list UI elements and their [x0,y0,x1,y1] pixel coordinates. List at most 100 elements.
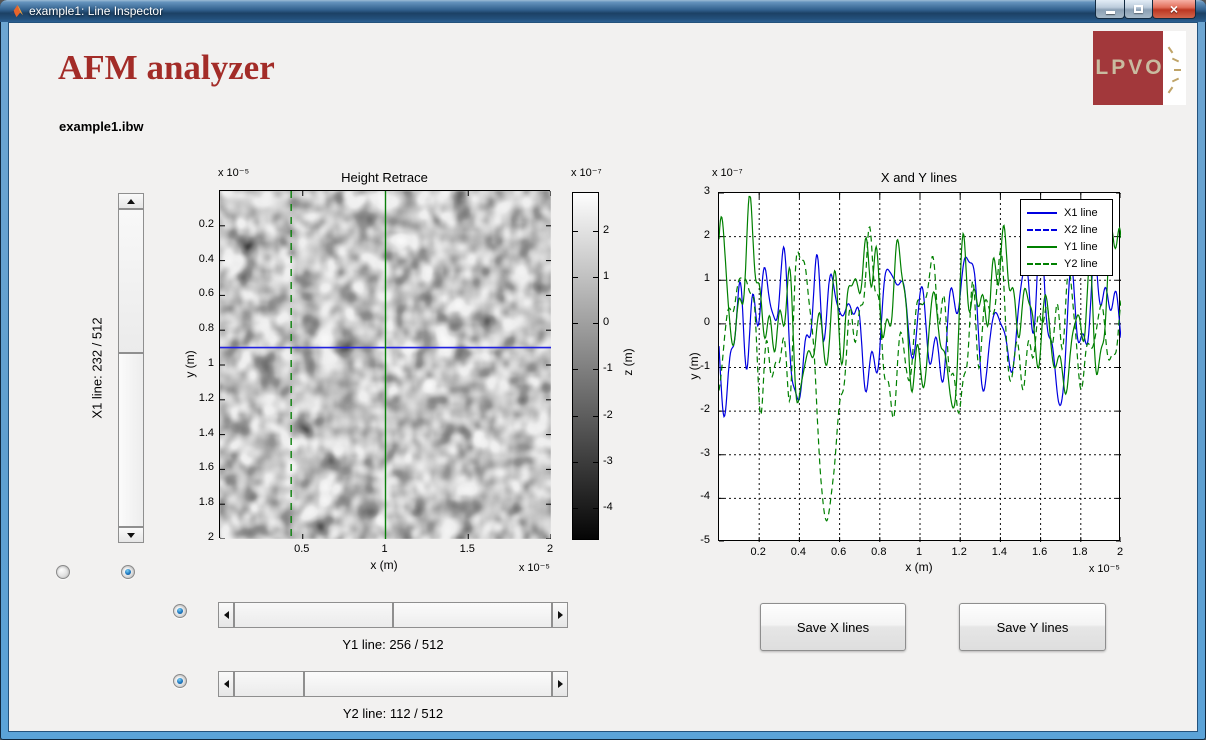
height-plot-y-tick: 0.2 [198,217,214,230]
lpvo-logo-rays-icon [1163,31,1186,105]
y1-slider-label: Y1 line: 256 / 512 [342,637,444,652]
x1-select-radio[interactable] [121,565,135,579]
colorbar-tick-mark [573,277,578,279]
height-plot-y-tick: 0.4 [198,252,214,265]
height-plot-x-exponent: x 10⁻⁵ [518,562,550,574]
colorbar-tick: 1 [603,270,610,283]
legend-label: X2 line [1064,223,1098,236]
save-x-lines-button[interactable]: Save X lines [760,603,906,651]
height-plot-y-tick: 1.6 [198,461,214,474]
legend-item: X1 line [1027,204,1106,221]
minimize-button[interactable] [1095,0,1125,19]
y2-slider-thumb[interactable] [304,671,552,697]
xy-plot-y-tick: -4 [700,490,710,503]
page-title: AFM analyzer [58,48,275,87]
colorbar-exponent: x 10⁻⁷ [571,167,602,179]
lpvo-logo-text: LPVO [1095,56,1165,79]
close-button[interactable]: × [1152,0,1196,19]
height-plot-y-tick: 1.8 [198,496,214,509]
y1-slider-thumb[interactable] [393,602,552,628]
height-plot-y-tick: 1 [207,357,214,369]
colorbar-tick-mark [573,323,578,325]
x1-slider-track[interactable] [118,209,144,353]
colorbar-tick-mark [593,369,598,371]
y2-select-radio[interactable] [173,674,187,688]
x1-line-slider[interactable] [118,193,144,543]
colorbar-tick-mark [593,415,598,417]
colorbar-tick: -1 [603,362,613,375]
lpvo-logo: LPVO [1093,31,1186,105]
y1-slider-left-arrow[interactable] [218,602,234,628]
curve-x1-line [719,226,1121,418]
legend-item: Y2 line [1027,255,1106,272]
legend-label: Y1 line [1064,240,1098,253]
x1-slider-down-arrow[interactable] [118,527,144,543]
colorbar-tick-mark [573,415,578,417]
close-icon: × [1169,1,1179,17]
cut-lines-overlay [220,191,551,539]
xy-plot-y-exponent: x 10⁻⁷ [712,167,743,179]
y1-line-slider[interactable] [218,602,568,628]
maximize-button[interactable] [1124,0,1153,19]
curve-y2-line [719,225,1121,522]
colorbar-tick: 0 [603,316,610,329]
y2-line-slider[interactable] [218,671,568,697]
y2-slider-right-arrow[interactable] [552,671,568,697]
colorbar-tick-mark [573,507,578,509]
height-plot-y-tick: 1.4 [198,426,214,439]
xy-plot-x-tick: 0.4 [790,546,807,558]
height-plot-y-tick: 1.2 [198,391,214,404]
xy-plot-y-tick: -2 [700,403,710,416]
colorbar-tick-mark [593,231,598,233]
x1-slider-thumb[interactable] [118,353,144,527]
save-y-lines-button[interactable]: Save Y lines [959,603,1106,651]
legend-line-sample [1027,228,1057,231]
xy-plot-xlabel: x (m) [905,560,933,574]
xy-plot-y-tick: 0 [703,315,710,328]
height-plot-x-tick: 1.5 [459,543,475,555]
xy-plot-y-tick: 3 [703,185,710,197]
colorbar-tick: -4 [603,500,613,513]
legend-line-sample [1027,245,1057,248]
x2-select-radio[interactable] [56,565,70,579]
window-title: example1: Line Inspector [29,4,164,18]
y2-slider-left-arrow[interactable] [218,671,234,697]
y2-slider-track[interactable] [234,671,304,697]
xy-plot-x-tick: 0.8 [871,546,887,558]
xy-plot-x-tick: 0.6 [830,546,847,558]
colorbar-tick-mark [593,461,598,463]
colorbar-tick-mark [593,277,598,279]
height-plot-xlabel: x (m) [370,558,398,572]
x1-slider-up-arrow-icon [127,198,135,204]
title-bar[interactable]: example1: Line Inspector × [0,0,1206,22]
legend-line-sample [1027,211,1057,214]
colorbar-tick-mark [593,507,598,509]
xy-lines-plot[interactable]: X1 line X2 line Y1 line Y2 line [718,192,1121,542]
x1-slider-label: X1 line: 232 / 512 [89,317,105,419]
xy-plot-x-tick: 0.2 [750,546,766,558]
colorbar-tick-mark [573,369,578,371]
height-plot-title: Height Retrace [341,170,428,185]
y1-select-radio[interactable] [173,604,187,618]
file-name-label: example1.ibw [59,119,144,134]
x1-slider-up-arrow[interactable] [118,193,144,209]
legend-label: X1 line [1064,206,1098,219]
y1-slider-right-arrow[interactable] [552,602,568,628]
colorbar-tick-mark [573,231,578,233]
minimize-icon [1105,10,1115,14]
legend-label: Y2 line [1064,257,1098,270]
height-retrace-image[interactable] [219,190,551,539]
xy-plot-y-tick: -1 [700,359,710,372]
xy-plot-x-exponent: x 10⁻⁵ [1088,563,1120,575]
legend-item: Y1 line [1027,238,1106,255]
colorbar-tick: -3 [603,454,613,467]
xy-plot-title: X and Y lines [880,170,958,185]
xy-plot-x-tick: 1.6 [1031,546,1048,558]
y2-slider-label: Y2 line: 112 / 512 [342,706,444,721]
y1-slider-track[interactable] [234,602,393,628]
xy-plot-x-tick: 1.4 [991,546,1008,558]
plot-legend: X1 line X2 line Y1 line Y2 line [1020,199,1113,276]
colorbar-label: z (m) [621,348,635,376]
height-plot-x-tick: 2 [546,543,554,555]
